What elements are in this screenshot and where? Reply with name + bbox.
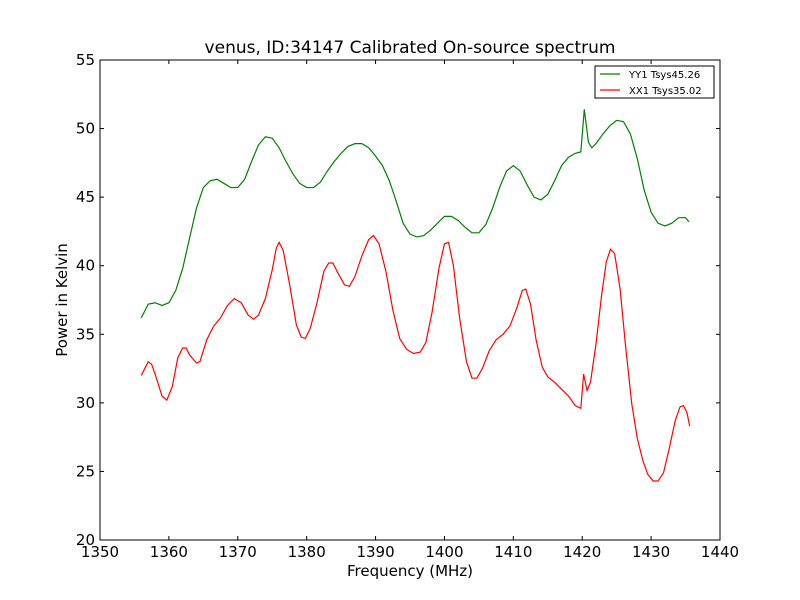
x-tick-label: 1360 — [150, 543, 188, 561]
plot-background — [100, 60, 720, 540]
x-axis-label: Frequency (MHz) — [347, 562, 473, 580]
y-tick-label: 55 — [76, 51, 95, 69]
x-tick-label: 1380 — [288, 543, 326, 561]
y-axis: 20 25 30 35 40 45 50 55 — [76, 51, 720, 549]
y-tick-label: 40 — [76, 257, 95, 275]
legend-label-1: XX1 Tsys35.02 — [629, 86, 702, 97]
x-tick-label: 1390 — [356, 543, 394, 561]
y-tick-label: 45 — [76, 188, 95, 206]
y-axis-label: Power in Kelvin — [53, 243, 71, 357]
y-tick-label: 35 — [76, 325, 95, 343]
x-tick-label: 1420 — [563, 543, 601, 561]
x-tick-label: 1400 — [425, 543, 463, 561]
plot-area: 1350 1360 1370 1380 1390 1400 1410 1420 1430 1440… — [76, 51, 739, 561]
x-tick-label: 1350 — [81, 543, 119, 561]
series-line-0 — [140, 109, 690, 319]
y-tick-label: 20 — [76, 531, 95, 549]
chart-title: venus, ID:34147 Calibrated On-source spe… — [205, 38, 616, 58]
legend: YY1 Tsys45.26 XX1 Tsys35.02 — [594, 65, 715, 99]
legend-box — [594, 65, 715, 99]
y-tick-label: 30 — [76, 394, 95, 412]
x-tick-label: 1430 — [632, 543, 670, 561]
series-layer — [140, 109, 691, 482]
legend-items: YY1 Tsys45.26 XX1 Tsys35.02 — [600, 70, 702, 97]
y-tick-label: 25 — [76, 462, 95, 480]
x-axis: 1350 1360 1370 1380 1390 1400 1410 1420 1430 1440 — [81, 60, 739, 561]
legend-label-0: YY1 Tsys45.26 — [628, 70, 700, 81]
x-tick-label: 1410 — [494, 543, 532, 561]
series-line-1 — [140, 234, 691, 482]
plot-frame — [99, 59, 721, 541]
x-tick-label: 1440 — [701, 543, 739, 561]
x-tick-label: 1370 — [219, 543, 257, 561]
y-tick-label: 50 — [76, 120, 95, 138]
